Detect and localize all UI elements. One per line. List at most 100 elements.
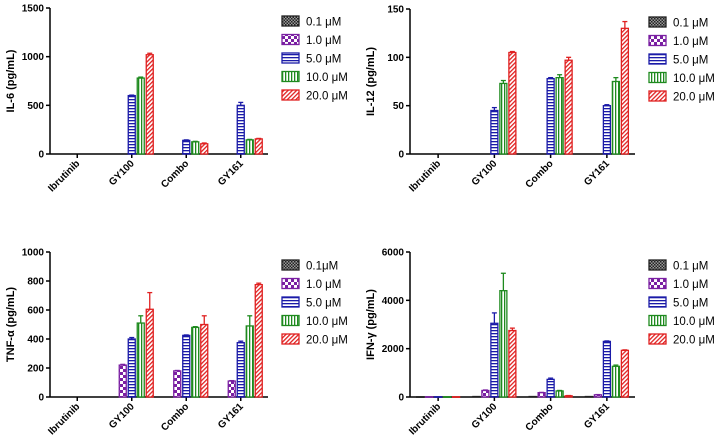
- legend-label: 5.0 μM: [306, 298, 341, 310]
- legend-label: 0.1 μM: [673, 261, 708, 273]
- bar: [472, 395, 481, 398]
- bar: [236, 104, 245, 155]
- bar: [191, 141, 200, 155]
- legend-swatch: [648, 34, 667, 47]
- x-tick-label: GY161: [216, 401, 246, 431]
- x-tick-label: GY161: [582, 158, 612, 188]
- bar: [564, 59, 573, 155]
- chart-panel-3: 0 2000 4000 6000 IFN-γ (pg/mL) Ibrutinib GY100…: [365, 248, 715, 438]
- chart-panel-0: 0 500 1000 1500 IL-6 (pg/mL) Ibrutinib GY100 Co…: [5, 4, 348, 195]
- x-tick-label: GY100: [470, 158, 500, 188]
- bar: [490, 109, 499, 155]
- legend-label: 10.0 μM: [673, 73, 715, 85]
- legend-label: 1.0 μM: [306, 279, 341, 291]
- legend-swatch: [648, 71, 667, 84]
- legend-swatch: [281, 277, 300, 290]
- legend-label: 20.0 μM: [306, 335, 348, 347]
- legend-swatch: [648, 90, 667, 102]
- legend-swatch: [648, 277, 667, 290]
- chart-panel-1: 0 50 100 150 IL-12 (pg/mL) Ibrutinib GY100 Comb…: [365, 5, 715, 195]
- legend-swatch: [648, 296, 667, 308]
- legend-label: 20.0 μM: [673, 92, 715, 104]
- legend-swatch: [281, 333, 300, 345]
- y-tick-label: 200: [27, 364, 44, 375]
- bar: [537, 391, 546, 398]
- bar: [182, 139, 191, 155]
- bar: [442, 396, 452, 398]
- legend-swatch: [648, 259, 667, 271]
- bar: [118, 364, 127, 398]
- bar: [555, 390, 564, 398]
- legend-swatch: [281, 314, 300, 327]
- legend-label: 0.1 μM: [673, 18, 708, 30]
- legend-swatch: [648, 53, 667, 65]
- x-tick-label: Combo: [159, 401, 191, 433]
- chart-panel-2: 0 200 400 600 800 1000 TNF-α (pg/mL) Ibrutinib G…: [5, 248, 348, 438]
- legend-swatch: [281, 52, 300, 64]
- legend-swatch: [648, 333, 667, 345]
- bar: [182, 334, 191, 398]
- legend-label: 5.0 μM: [673, 55, 708, 67]
- legend-label: 0.1 μM: [306, 17, 341, 29]
- bar: [528, 395, 537, 398]
- legend-label: 5.0 μM: [306, 54, 341, 66]
- legend-label: 20.0 μM: [673, 335, 715, 347]
- bar: [602, 105, 612, 155]
- x-tick-label: Combo: [524, 401, 556, 433]
- bar: [254, 283, 263, 398]
- y-tick-label: 6000: [382, 248, 405, 259]
- x-tick-label: GY161: [216, 158, 246, 188]
- legend-label: 1.0 μM: [673, 36, 708, 48]
- y-tick-label: 0: [398, 393, 404, 404]
- y-tick-label: 1500: [22, 4, 45, 15]
- y-axis-label: IL-12 (pg/mL): [365, 47, 377, 116]
- x-tick-label: GY100: [107, 158, 137, 188]
- bar: [546, 378, 555, 398]
- legend-label: 1.0 μM: [673, 279, 708, 291]
- legend-swatch: [648, 314, 667, 327]
- legend-label: 5.0 μM: [673, 298, 708, 310]
- x-tick-label: Ibrutinib: [407, 158, 443, 194]
- y-tick-label: 500: [27, 101, 44, 112]
- bar: [127, 94, 136, 155]
- bar: [236, 341, 245, 398]
- y-tick-label: 50: [393, 101, 405, 112]
- bar: [555, 76, 564, 155]
- y-axis-label: TNF-α (pg/mL): [5, 287, 17, 363]
- bar: [245, 325, 254, 398]
- x-tick-label: Combo: [159, 158, 191, 190]
- y-tick-label: 0: [38, 393, 44, 404]
- bar: [200, 143, 209, 155]
- bar: [602, 340, 612, 398]
- legend-swatch: [281, 70, 300, 83]
- bar: [433, 396, 443, 398]
- bar: [136, 322, 145, 398]
- bar: [415, 396, 425, 398]
- bar: [254, 138, 263, 155]
- y-tick-label: 400: [27, 335, 44, 346]
- bar: [481, 389, 490, 398]
- y-tick-label: 800: [27, 277, 44, 288]
- bar: [508, 51, 517, 155]
- y-tick-label: 2000: [382, 344, 405, 355]
- bar: [245, 139, 254, 155]
- y-tick-label: 4000: [382, 296, 405, 307]
- y-tick-label: 1000: [22, 248, 45, 259]
- bar: [145, 308, 154, 398]
- legend-swatch: [281, 89, 300, 101]
- bar: [584, 395, 594, 398]
- legend-label: 10.0 μM: [306, 72, 348, 84]
- legend-label: 20.0 μM: [306, 91, 348, 103]
- x-tick-label: Ibrutinib: [46, 158, 82, 194]
- bar: [546, 77, 555, 155]
- legend-swatch: [281, 259, 300, 271]
- x-tick-label: Ibrutinib: [46, 401, 82, 437]
- x-tick-label: GY100: [107, 401, 137, 431]
- bar: [127, 338, 136, 398]
- y-tick-label: 100: [387, 53, 404, 64]
- bar: [424, 396, 434, 398]
- bar: [191, 326, 200, 398]
- bar: [490, 322, 499, 398]
- bar: [620, 27, 630, 155]
